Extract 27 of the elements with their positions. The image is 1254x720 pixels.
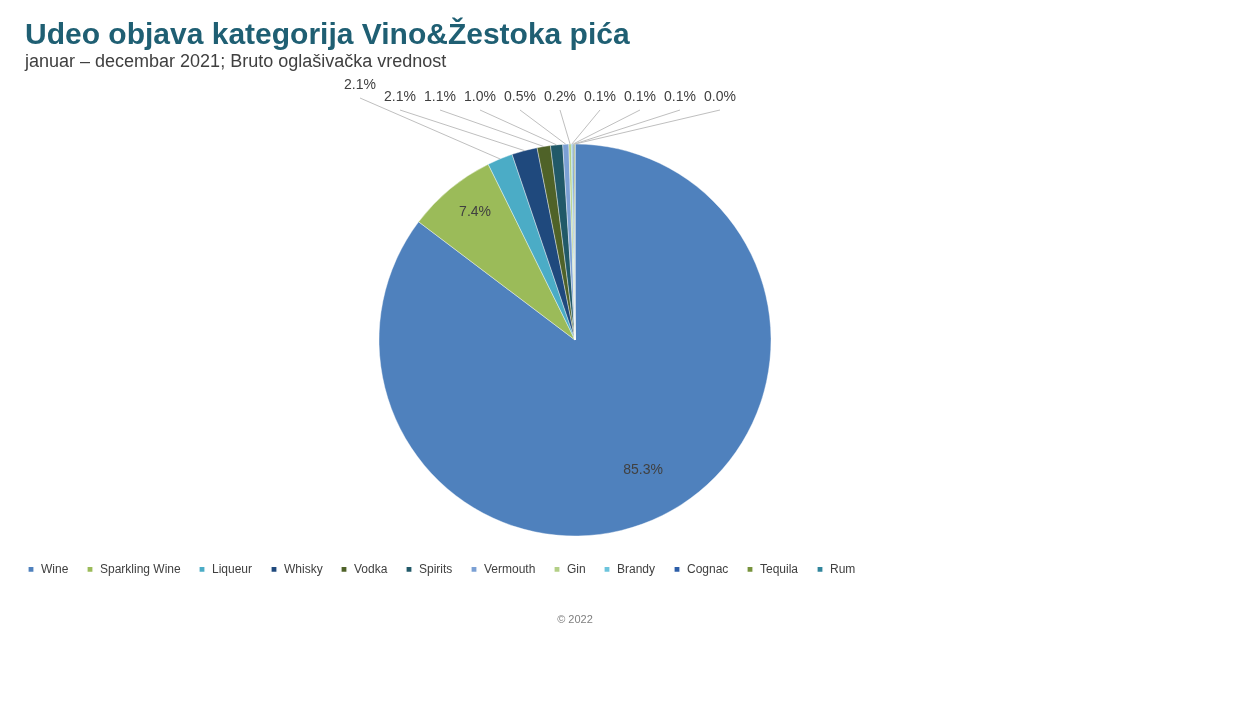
chart-title: Udeo objava kategorija Vino&Žestoka pića (25, 17, 630, 50)
legend-label: Cognac (687, 562, 729, 577)
data-label: 1.1% (424, 88, 456, 104)
legend-label: Vermouth (484, 562, 536, 577)
legend-label: Whisky (284, 562, 323, 577)
legend-label: Rum (830, 562, 856, 577)
data-label: 0.1% (664, 88, 696, 104)
data-label: 7.4% (459, 203, 492, 220)
data-label: 2.1% (344, 76, 376, 92)
data-label: 0.1% (584, 88, 616, 104)
data-label: 2.1% (384, 88, 416, 104)
data-label: 85.3% (623, 460, 663, 477)
data-label: 1.0% (464, 88, 496, 104)
text: 0.0% (704, 88, 736, 104)
legend-label: Wine (41, 562, 69, 577)
data-label: 0.1% (624, 88, 656, 104)
legend-label: Sparkling Wine (100, 562, 182, 577)
legend-label: Gin (567, 562, 586, 577)
legend-label: Vodka (354, 562, 388, 577)
legend-label: Tequila (760, 562, 799, 577)
legend-label: Spirits (419, 562, 453, 577)
text: © 2022 (557, 613, 593, 625)
data-label: 0.2% (544, 88, 576, 104)
data-label: 0.5% (504, 88, 536, 104)
legend-label: Brandy (617, 562, 656, 577)
chart-subtitle: januar – decembar 2021; Bruto oglašivačka vrednost (24, 51, 447, 71)
legend-label: Liqueur (212, 562, 253, 577)
